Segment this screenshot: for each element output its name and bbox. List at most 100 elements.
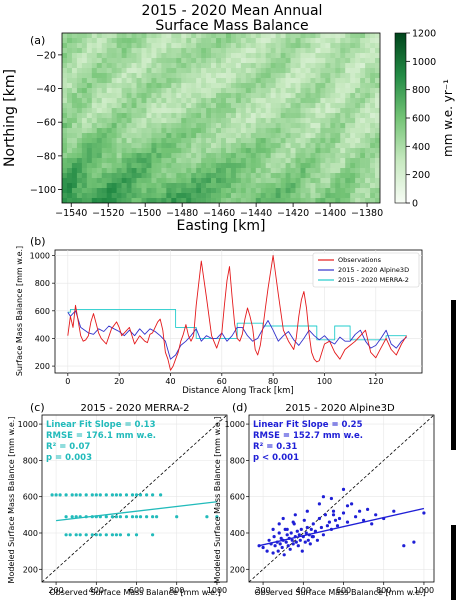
- heatmap-cell: [330, 78, 336, 84]
- heatmap-cell: [315, 103, 321, 109]
- heatmap-cell: [141, 178, 147, 184]
- heatmap-cell: [305, 33, 311, 39]
- heatmap-cell: [235, 188, 242, 194]
- heatmap-cell: [156, 108, 162, 114]
- heatmap-cell: [355, 38, 361, 44]
- heatmap-cell: [320, 138, 326, 144]
- heatmap-cell: [265, 138, 271, 144]
- heatmap-cell: [161, 108, 167, 114]
- heatmap-cell: [225, 68, 232, 74]
- heatmap-cell: [330, 123, 336, 129]
- heatmap-cell: [81, 78, 88, 84]
- heatmap-cell: [191, 93, 197, 99]
- heatmap-cell: [295, 123, 301, 129]
- heatmap-cell: [275, 123, 281, 129]
- heatmap-cell: [295, 188, 301, 194]
- scatter-alpine3d-x-label: Observed Surface Mass Balance [mm w.e.]: [254, 588, 425, 597]
- scatter-merra2-point: [98, 493, 102, 497]
- heatmap-cell: [320, 143, 326, 149]
- heatmap-cell: [355, 118, 361, 124]
- heatmap-cell: [335, 68, 341, 74]
- heatmap-cell: [375, 133, 380, 139]
- heatmap-cell: [295, 118, 301, 124]
- heatmap-cell: [230, 103, 237, 109]
- heatmap-cell: [191, 53, 197, 59]
- heatmap-cell: [96, 63, 103, 69]
- heatmap-cell: [81, 183, 88, 189]
- heatmap-cell: [126, 148, 132, 154]
- heatmap-y-tick-label: −80: [36, 151, 56, 162]
- scatter-merra2-point: [205, 515, 209, 519]
- heatmap-cell: [260, 78, 267, 84]
- heatmap-cell: [350, 168, 356, 174]
- heatmap-cell: [121, 38, 127, 44]
- heatmap-cell: [240, 193, 247, 199]
- heatmap-cell: [71, 38, 78, 44]
- heatmap-cell: [96, 188, 103, 194]
- heatmap-cell: [265, 168, 271, 174]
- heatmap-cell: [245, 93, 252, 99]
- heatmap-cell: [201, 183, 207, 189]
- heatmap-cell: [136, 73, 142, 79]
- heatmap-cell: [305, 163, 311, 169]
- heatmap-cell: [86, 88, 93, 94]
- heatmap-cell: [240, 188, 247, 194]
- scatter-merra2-point: [94, 533, 98, 537]
- heatmap-cell: [315, 163, 321, 169]
- heatmap-cell: [62, 63, 68, 69]
- heatmap-cell: [101, 53, 108, 59]
- heatmap-cell: [141, 163, 147, 169]
- heatmap-cell: [365, 98, 371, 104]
- heatmap-cell: [161, 53, 167, 59]
- heatmap-cell: [230, 193, 237, 199]
- heatmap-cell: [265, 53, 271, 59]
- heatmap-cell: [71, 158, 78, 164]
- heatmap-cell: [285, 118, 291, 124]
- heatmap-cell: [211, 193, 217, 199]
- heatmap-cell: [265, 193, 271, 199]
- heatmap-cell: [295, 113, 301, 119]
- heatmap-cell: [106, 113, 112, 119]
- heatmap-cell: [285, 58, 291, 64]
- heatmap-cell: [221, 103, 227, 109]
- heatmap-cell: [216, 173, 222, 179]
- heatmap-cell: [201, 118, 207, 124]
- heatmap-cell: [290, 153, 296, 159]
- scatter-alpine3d-point: [261, 545, 265, 550]
- heatmap-cell: [126, 193, 132, 199]
- heatmap-cell: [196, 173, 202, 179]
- heatmap-cell: [156, 143, 162, 149]
- heatmap-cell: [101, 188, 108, 194]
- scatter-merra2-point: [104, 515, 108, 519]
- heatmap-cell: [285, 183, 291, 189]
- heatmap-cell: [285, 133, 291, 139]
- heatmap-cell: [106, 148, 112, 154]
- heatmap-cell: [295, 53, 301, 59]
- heatmap-cell: [206, 38, 212, 44]
- heatmap-cell: [131, 128, 137, 134]
- heatmap-cell: [335, 143, 341, 149]
- heatmap-cell: [216, 33, 222, 39]
- heatmap-cell: [101, 123, 108, 129]
- scatter-alpine3d-point: [323, 513, 327, 517]
- heatmap-cell: [186, 78, 192, 84]
- heatmap-cell: [355, 138, 361, 144]
- scatter-alpine3d-point: [294, 540, 298, 544]
- heatmap-cell: [106, 128, 112, 134]
- heatmap-cell: [290, 188, 296, 194]
- heatmap-cell: [260, 193, 267, 199]
- heatmap-cell: [146, 133, 152, 139]
- heatmap-cell: [255, 178, 262, 184]
- heatmap-cell: [320, 153, 326, 159]
- heatmap-cell: [295, 33, 301, 39]
- heatmap-cell: [300, 158, 306, 164]
- heatmap-cell: [126, 138, 132, 144]
- heatmap-cell: [201, 73, 207, 79]
- heatmap-cell: [106, 138, 112, 144]
- heatmap-cell: [250, 48, 257, 54]
- heatmap-cell: [86, 98, 93, 104]
- heatmap-cell: [206, 43, 212, 49]
- heatmap-cell: [206, 33, 212, 39]
- heatmap-cell: [101, 43, 108, 49]
- heatmap-cell: [245, 198, 252, 203]
